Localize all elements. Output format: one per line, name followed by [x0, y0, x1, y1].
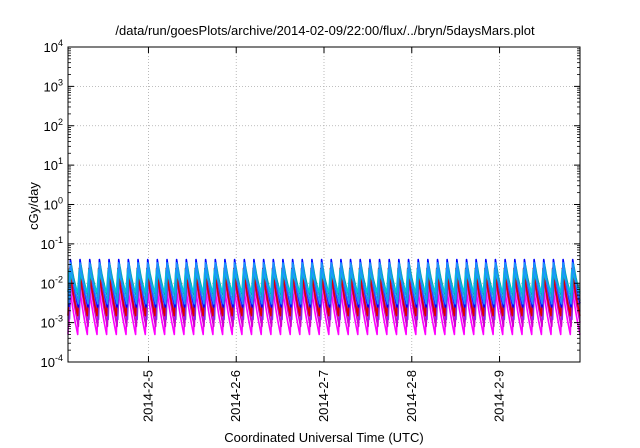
y-tick-label: 101: [44, 156, 63, 173]
y-tick-label: 102: [44, 117, 63, 134]
y-tick-label: 10-4: [41, 353, 63, 370]
y-tick-label: 10-2: [41, 274, 63, 291]
x-axis: 2014-2-5 2014-2-6 2014-2-7 2014-2-8 2014-2-9: [140, 47, 507, 422]
x-axis-label: Coordinated Universal Time (UTC): [224, 430, 423, 445]
x-tick-label: 2014-2-5: [140, 370, 155, 422]
x-tick-label: 2014-2-7: [316, 370, 331, 422]
chart-title: /data/run/goesPlots/archive/2014-02-09/2…: [115, 23, 535, 38]
y-tick-label: 100: [44, 196, 63, 213]
y-axis-label: cGy/day: [26, 182, 41, 230]
y-tick-label: 104: [44, 38, 63, 55]
plot-series: [67, 258, 581, 336]
x-tick-label: 2014-2-8: [404, 370, 419, 422]
series-line: [68, 262, 581, 305]
y-axis: 10-4 10-3 10-2 10-1 100 101 102 103 104: [41, 38, 580, 370]
y-tick-label: 10-1: [41, 235, 63, 252]
y-tick-label: 103: [44, 77, 63, 94]
x-tick-label: 2014-2-9: [492, 370, 507, 422]
x-tick-label: 2014-2-6: [228, 370, 243, 422]
y-tick-label: 10-3: [41, 314, 63, 331]
